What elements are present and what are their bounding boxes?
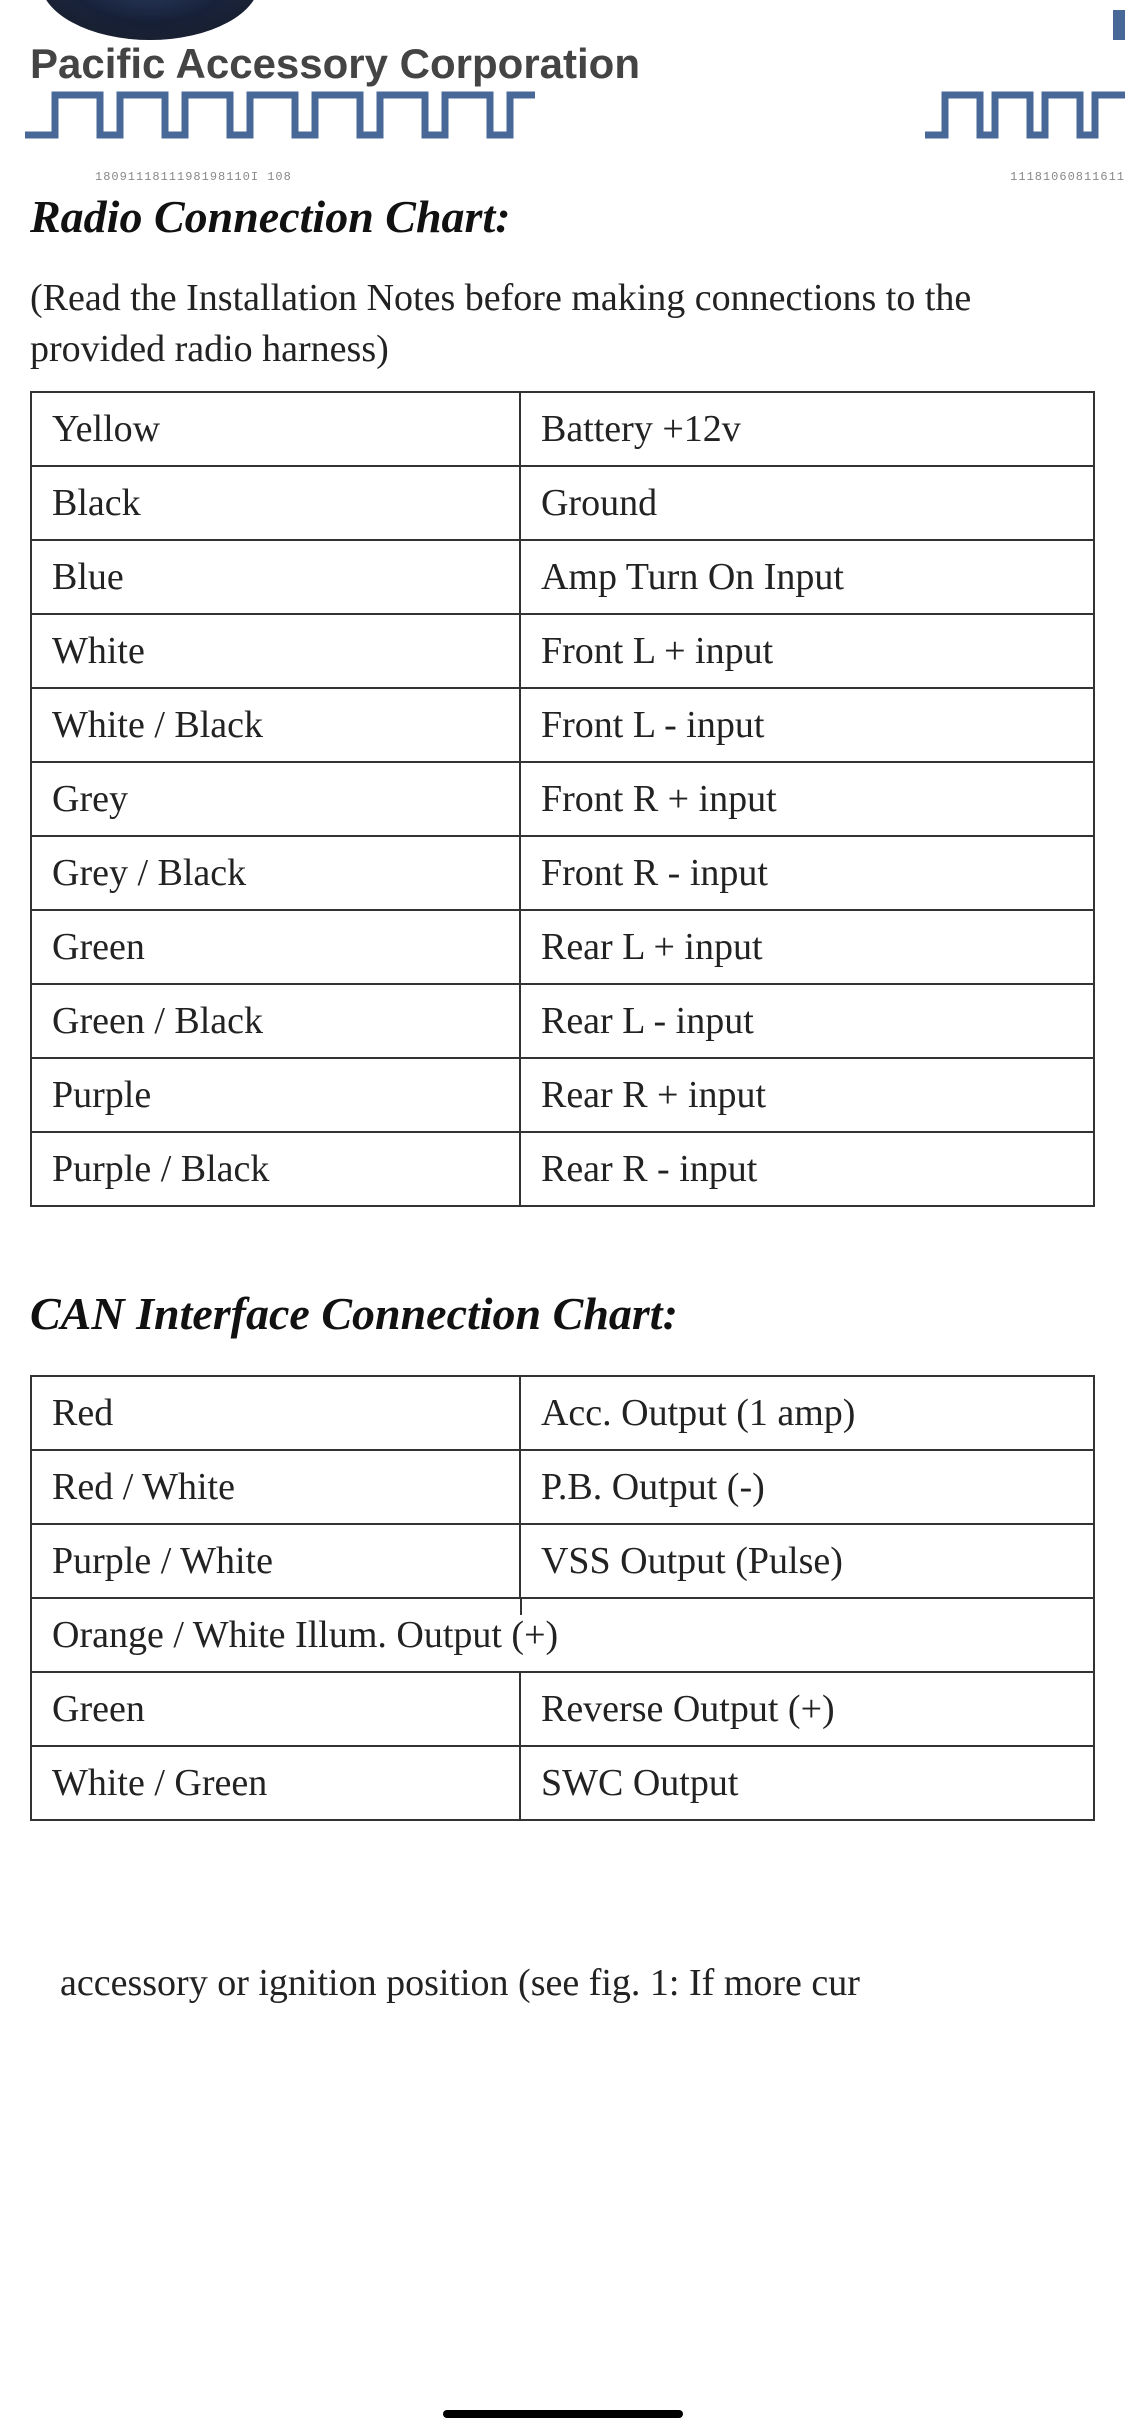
wire-function-cell: Rear R - input (520, 1132, 1094, 1206)
main-content: Radio Connection Chart: (Read the Instal… (0, 190, 1125, 2005)
table-row: PurpleRear R + input (31, 1058, 1094, 1132)
wire-color-cell: Red (31, 1376, 520, 1450)
wire-color-cell: Green (31, 1672, 520, 1746)
table-row: GreyFront R + input (31, 762, 1094, 836)
wire-color-cell: Red / White (31, 1450, 520, 1524)
wire-color-cell: Green (31, 910, 520, 984)
home-indicator[interactable] (443, 2410, 683, 2418)
binary-decoration-left: 1809111811198198110I 108 (95, 170, 292, 184)
table-row: BlackGround (31, 466, 1094, 540)
wire-color-cell: White (31, 614, 520, 688)
footer-partial-text: accessory or ignition position (see fig.… (30, 1961, 1095, 2005)
binary-decoration-right: 11181060811611 (1010, 170, 1125, 184)
wire-color-cell: White / Black (31, 688, 520, 762)
radio-chart-title: Radio Connection Chart: (30, 190, 1095, 243)
wire-color-cell: White / Green (31, 1746, 520, 1820)
wire-function-cell: Front R + input (520, 762, 1094, 836)
can-connection-table: RedAcc. Output (1 amp)Red / WhiteP.B. Ou… (30, 1375, 1095, 1821)
wire-color-cell: Purple / Black (31, 1132, 520, 1206)
wire-function-cell: VSS Output (Pulse) (520, 1524, 1094, 1598)
document-header: Pacific Accessory Corporation 1809111811… (0, 0, 1125, 180)
wire-function-cell: Front L + input (520, 614, 1094, 688)
table-row: Orange / White Illum. Output (+) (31, 1598, 1094, 1672)
can-chart-title: CAN Interface Connection Chart: (30, 1287, 1095, 1340)
square-wave-left-icon (25, 90, 535, 145)
radio-chart-subtitle: (Read the Installation Notes before maki… (30, 273, 1095, 376)
wire-function-cell: Rear L + input (520, 910, 1094, 984)
speaker-graphic (40, 0, 260, 40)
table-row: WhiteFront L + input (31, 614, 1094, 688)
wire-color-cell: Purple / White (31, 1524, 520, 1598)
company-name: Pacific Accessory Corporation (30, 40, 640, 88)
wire-color-cell: Green / Black (31, 984, 520, 1058)
wire-color-cell: Grey / Black (31, 836, 520, 910)
table-row: GreenReverse Output (+) (31, 1672, 1094, 1746)
wire-function-cell: Amp Turn On Input (520, 540, 1094, 614)
wire-function-cell: Ground (520, 466, 1094, 540)
wire-color-cell: Yellow (31, 392, 520, 466)
wire-color-cell: Grey (31, 762, 520, 836)
radio-connection-table: YellowBattery +12vBlackGroundBlueAmp Tur… (30, 391, 1095, 1207)
table-row: White / GreenSWC Output (31, 1746, 1094, 1820)
table-row: Green / BlackRear L - input (31, 984, 1094, 1058)
wire-function-cell: Rear L - input (520, 984, 1094, 1058)
table-row: BlueAmp Turn On Input (31, 540, 1094, 614)
wire-color-cell: Black (31, 466, 520, 540)
wave-decoration (5, 90, 1125, 160)
table-row: RedAcc. Output (1 amp) (31, 1376, 1094, 1450)
stray-divider (520, 1597, 522, 1615)
table-row: White / BlackFront L - input (31, 688, 1094, 762)
wire-function-cell: Reverse Output (+) (520, 1672, 1094, 1746)
table-row: YellowBattery +12v (31, 392, 1094, 466)
table-row: Purple / WhiteVSS Output (Pulse) (31, 1524, 1094, 1598)
wire-function-cell: Front L - input (520, 688, 1094, 762)
wire-function-cell: Battery +12v (520, 392, 1094, 466)
wire-function-cell: P.B. Output (-) (520, 1450, 1094, 1524)
square-wave-right-icon (925, 90, 1125, 145)
wire-function-cell: Acc. Output (1 amp) (520, 1376, 1094, 1450)
wire-function-cell: Front R - input (520, 836, 1094, 910)
wire-color-cell: Blue (31, 540, 520, 614)
wire-function-cell: Rear R + input (520, 1058, 1094, 1132)
wire-function-cell: SWC Output (520, 1746, 1094, 1820)
table-row: Grey / BlackFront R - input (31, 836, 1094, 910)
wire-color-cell: Purple (31, 1058, 520, 1132)
table-row: GreenRear L + input (31, 910, 1094, 984)
table-row: Red / WhiteP.B. Output (-) (31, 1450, 1094, 1524)
merged-wire-cell: Orange / White Illum. Output (+) (31, 1598, 1094, 1672)
decorative-bar (1113, 10, 1125, 40)
table-row: Purple / BlackRear R - input (31, 1132, 1094, 1206)
